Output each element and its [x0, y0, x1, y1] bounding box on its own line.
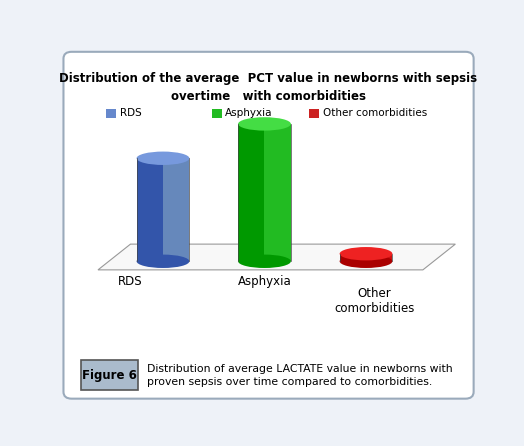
Text: Asphyxia: Asphyxia	[225, 108, 272, 118]
Text: Other comorbidities: Other comorbidities	[323, 108, 427, 118]
Polygon shape	[163, 158, 189, 261]
Polygon shape	[98, 244, 455, 270]
Polygon shape	[265, 124, 291, 261]
Ellipse shape	[340, 255, 392, 268]
Polygon shape	[238, 124, 265, 261]
Ellipse shape	[238, 117, 291, 131]
Text: Distribution of the average  PCT value in newborns with sepsis: Distribution of the average PCT value in…	[60, 72, 477, 85]
Text: Asphyxia: Asphyxia	[237, 275, 291, 288]
Text: Distribution of average LACTATE value in newborns with
proven sepsis over time c: Distribution of average LACTATE value in…	[147, 363, 452, 387]
FancyBboxPatch shape	[63, 52, 474, 399]
Text: Other
comorbidities: Other comorbidities	[334, 287, 414, 315]
Ellipse shape	[137, 152, 189, 165]
Ellipse shape	[238, 255, 291, 268]
Text: RDS: RDS	[119, 108, 141, 118]
Ellipse shape	[340, 247, 392, 260]
Polygon shape	[366, 254, 392, 261]
Bar	[212, 109, 222, 118]
Polygon shape	[137, 158, 163, 261]
Ellipse shape	[137, 255, 189, 268]
Bar	[106, 109, 116, 118]
Text: overtime   with comorbidities: overtime with comorbidities	[171, 90, 366, 103]
Bar	[309, 109, 319, 118]
Polygon shape	[340, 254, 366, 261]
FancyBboxPatch shape	[81, 360, 138, 390]
Text: Figure 6: Figure 6	[82, 369, 137, 382]
Text: RDS: RDS	[118, 275, 143, 288]
